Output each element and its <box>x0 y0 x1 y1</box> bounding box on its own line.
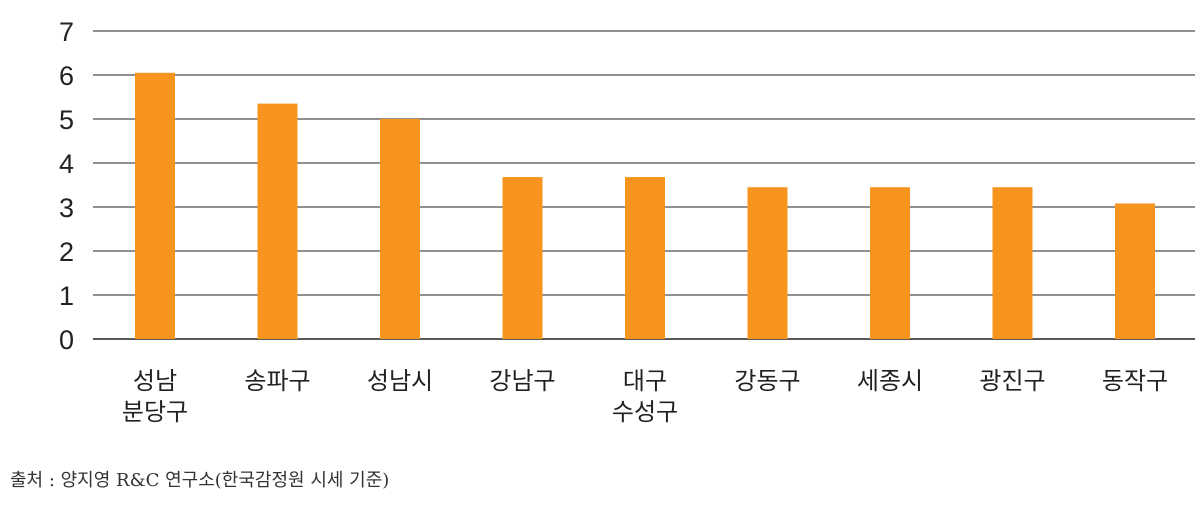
x-category-label: 동작구 <box>1102 367 1168 395</box>
bar <box>380 119 420 339</box>
y-tick-label: 1 <box>59 281 74 311</box>
x-axis-labels: 성남 분당구 송파구 성남시 강남구 대구 수성구 강동구 세종시 광진구 동작구 <box>122 367 1168 426</box>
bar <box>1115 203 1155 339</box>
y-tick-label: 2 <box>59 237 74 267</box>
bar <box>992 187 1033 339</box>
x-category-label: 강동구 <box>734 367 800 395</box>
bar <box>257 103 298 339</box>
y-tick-label: 4 <box>59 149 74 179</box>
bar-chart: 0 1 2 3 4 5 6 7 성남 분당구 송파구 성남시 강남구 대구 수성구 강동구 세종시 광진구 동작구 <box>59 17 1195 426</box>
x-category-label: 대구 수성구 <box>612 367 678 426</box>
x-category-label: 강남구 <box>489 367 555 395</box>
y-axis-ticks: 0 1 2 3 4 5 6 7 <box>59 17 74 355</box>
bar <box>135 72 175 340</box>
x-category-label: 성남시 <box>367 367 433 395</box>
bar <box>747 187 788 339</box>
x-category-label: 성남 분당구 <box>122 367 188 426</box>
bars <box>135 72 1155 340</box>
source-note: 출처 : 양지영 R&C 연구소(한국감정원 시세 기준) <box>10 470 390 491</box>
x-category-label: 광진구 <box>979 367 1045 395</box>
bar <box>870 187 910 339</box>
y-tick-label: 5 <box>59 105 74 135</box>
y-tick-label: 0 <box>59 325 74 355</box>
y-tick-label: 7 <box>59 17 74 47</box>
y-tick-label: 3 <box>59 193 74 223</box>
bar <box>502 177 543 339</box>
x-category-label: 송파구 <box>244 367 310 395</box>
bar <box>625 177 665 339</box>
x-category-label: 세종시 <box>857 367 923 395</box>
y-tick-label: 6 <box>59 61 74 91</box>
